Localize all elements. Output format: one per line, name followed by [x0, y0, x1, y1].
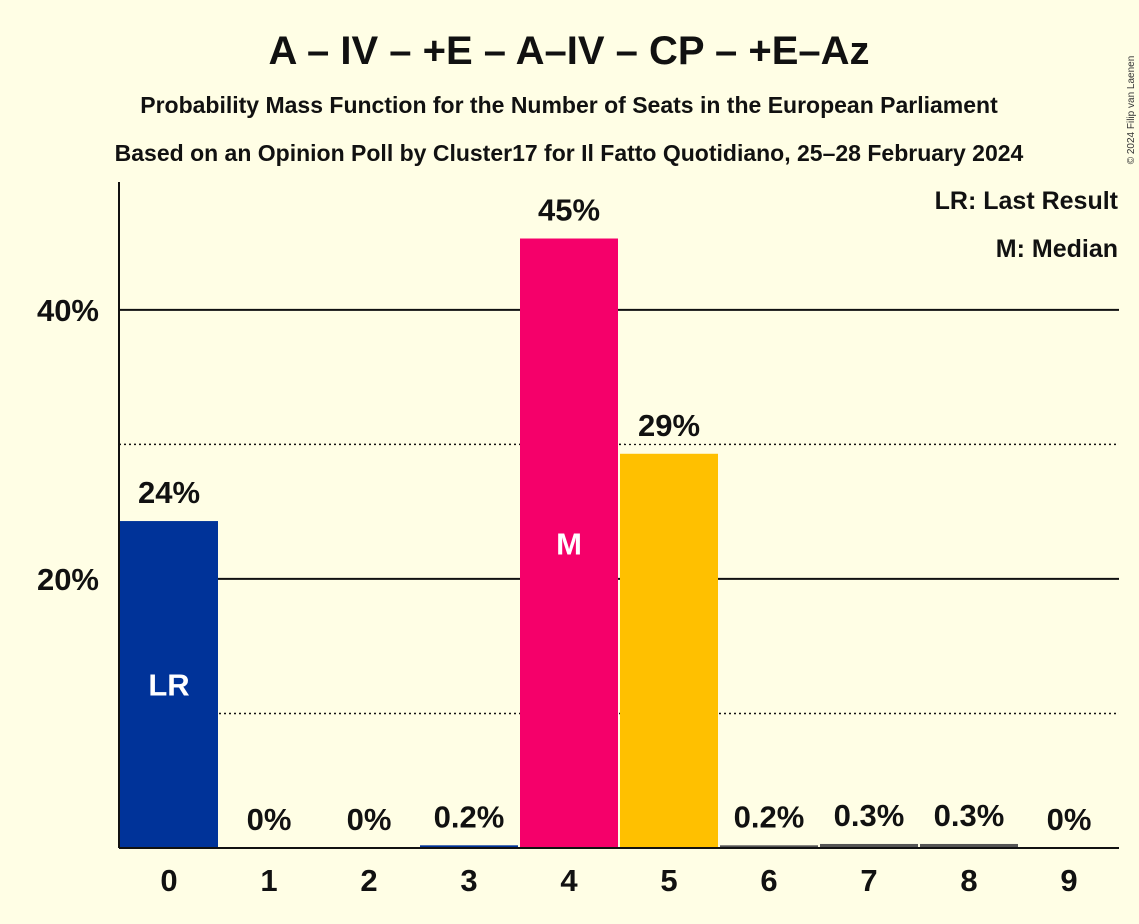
x-tick-label: 0: [160, 863, 177, 898]
chart-subtitle-source: Based on an Opinion Poll by Cluster17 fo…: [115, 140, 1024, 166]
bar-seats-5: [620, 453, 718, 848]
data-labels: 24% LR 0% 0% 0.2% 45% M 29% 0.2% 0.3% 0.3% 0%: [125, 186, 1113, 838]
bar-seats-0: [120, 521, 218, 848]
bar-seats-4: [520, 238, 618, 848]
data-label-background: [1025, 796, 1113, 838]
bars: [120, 238, 1018, 848]
data-label-background: [525, 186, 613, 229]
bar-seats-6: [720, 845, 818, 848]
x-tick-label: 4: [560, 863, 578, 898]
data-label-0: 24%: [138, 475, 200, 510]
data-label-5: 29%: [638, 408, 700, 443]
bar-seats-7: [820, 843, 918, 848]
x-tick-label: 3: [460, 863, 477, 898]
y-tick-label: 40%: [37, 293, 99, 328]
chart-subtitle: Probability Mass Function for the Number…: [140, 92, 998, 118]
data-label-background: [925, 791, 1013, 834]
x-tick-label: 9: [1060, 863, 1077, 898]
data-label-background: [225, 796, 313, 838]
data-label-1: 0%: [247, 802, 292, 837]
chart-title: A – IV – +E – A–IV – CP – +E–Az: [268, 29, 869, 73]
data-label-3: 0.2%: [434, 799, 505, 834]
gridlines: [119, 308, 1119, 715]
data-label-background: [625, 401, 713, 444]
y-tick-label: 20%: [37, 562, 99, 597]
data-label-background: [825, 791, 913, 834]
data-label-7: 0.3%: [834, 798, 905, 833]
legend-median: M: Median: [996, 235, 1118, 263]
x-tick-label: 2: [360, 863, 377, 898]
copyright-notice: © 2024 Filip van Laenen: [1126, 56, 1137, 165]
data-label-9: 0%: [1047, 802, 1092, 837]
x-tick-label: 6: [760, 863, 777, 898]
data-label-background: [425, 793, 513, 836]
data-label-background: [325, 796, 413, 838]
bar-seats-8: [920, 843, 1018, 848]
data-label-background: [125, 469, 213, 512]
data-label-6: 0.2%: [734, 799, 805, 834]
x-tick-label: 1: [260, 863, 277, 898]
x-tick-label: 8: [960, 863, 977, 898]
data-label-2: 0%: [347, 802, 392, 837]
data-label-4: 45%: [538, 193, 600, 228]
x-tick-label: 5: [660, 863, 677, 898]
bar-seats-3: [420, 845, 518, 848]
data-label-background: [725, 793, 813, 836]
last-result-marker: LR: [148, 668, 189, 703]
axes: 20% 40% 0 1 2 3 4 5 6 7 8 9: [37, 182, 1119, 898]
data-label-8: 0.3%: [934, 798, 1005, 833]
legend-last-result: LR: Last Result: [935, 187, 1119, 215]
x-tick-label: 7: [860, 863, 877, 898]
median-marker: M: [556, 526, 582, 561]
